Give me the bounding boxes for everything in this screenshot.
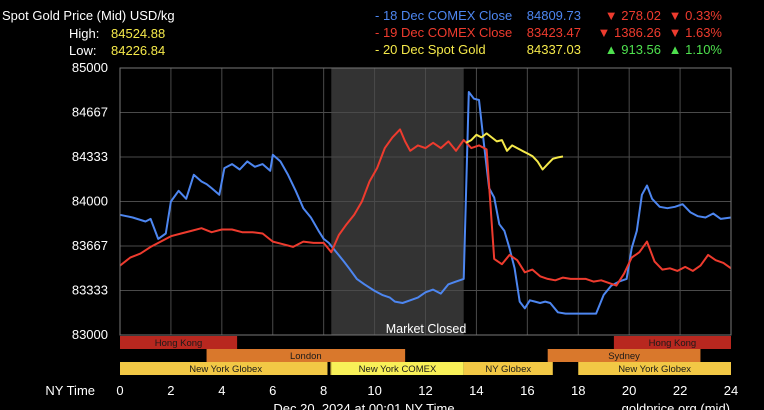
- legend-pct-18dec: ▼ 0.33%: [668, 8, 722, 23]
- legend-value-20dec: 84337.03: [526, 42, 581, 57]
- session-bar: New York Globex: [578, 362, 731, 375]
- series-line-1: [119, 91, 732, 315]
- legend-change-20dec: ▲ 913.56: [604, 42, 661, 57]
- chart-title: Spot Gold Price (Mid) USD/kg: [2, 8, 175, 23]
- session-bar: New York Globex: [120, 362, 332, 375]
- x-tick-label: 2: [167, 383, 174, 398]
- x-axis-title: NY Time: [45, 383, 95, 398]
- session-bar: Hong Kong: [120, 336, 238, 349]
- x-tick-label: 16: [520, 383, 534, 398]
- market-closed-label: Market Closed: [386, 322, 467, 336]
- session-bar-fill: [547, 349, 701, 362]
- x-tick-label: 6: [269, 383, 276, 398]
- x-tick-label: 4: [218, 383, 225, 398]
- x-tick-label: 24: [724, 383, 738, 398]
- legend-change-19dec: ▼ 1386.26: [597, 25, 661, 40]
- session-bar: Sydney: [547, 349, 701, 362]
- session-label: New York Globex: [618, 364, 691, 375]
- session-bar: New York COMEX: [331, 362, 464, 375]
- session-label: NY Globex: [485, 364, 531, 375]
- y-tick-label: 83667: [72, 238, 108, 253]
- legend-label-19dec: - 19 Dec COMEX Close: [375, 25, 513, 40]
- series-line-2: [119, 128, 732, 287]
- y-tick-label: 83000: [72, 327, 108, 342]
- x-tick-label: 8: [320, 383, 327, 398]
- session-bar-fill: [331, 362, 464, 375]
- session-bar: London: [206, 349, 406, 362]
- session-bar-fill: [120, 362, 332, 375]
- legend-value-18dec: 84809.73: [526, 8, 581, 23]
- plot-frame: [119, 67, 732, 336]
- x-tick-label: 20: [622, 383, 636, 398]
- legend-pct-20dec: ▲ 1.10%: [668, 42, 722, 57]
- x-tick-label: 12: [418, 383, 432, 398]
- x-tick-label: 14: [469, 383, 483, 398]
- session-bar: NY Globex: [463, 362, 553, 375]
- legend-label-20dec: - 20 Dec Spot Gold: [375, 42, 486, 57]
- session-bar-fill: [578, 362, 731, 375]
- session-bar-fill: [120, 336, 238, 349]
- session-bar-fill: [463, 362, 553, 375]
- x-tick-label: 0: [116, 383, 123, 398]
- session-bar: Hong Kong: [613, 336, 731, 349]
- footer-source: goldprice.org (mid): [622, 401, 730, 410]
- legend-label-18dec: - 18 Dec COMEX Close: [375, 8, 513, 23]
- high-value: 84524.88: [111, 26, 166, 41]
- series-line-3: [465, 132, 564, 171]
- y-tick-label: 85000: [72, 60, 108, 75]
- legend-pct-19dec: ▼ 1.63%: [668, 25, 722, 40]
- session-label: Hong Kong: [649, 338, 697, 349]
- x-tick-label: 22: [673, 383, 687, 398]
- y-tick-label: 84667: [72, 104, 108, 119]
- low-value: 84226.84: [111, 43, 166, 58]
- legend-change-18dec: ▼ 278.02: [604, 8, 661, 23]
- y-tick-label: 84000: [72, 194, 108, 209]
- session-gap: [327, 362, 331, 375]
- session-label: Hong Kong: [155, 338, 203, 349]
- low-label: Low:: [69, 43, 97, 58]
- y-tick-label: 83333: [72, 283, 108, 298]
- session-label: London: [290, 351, 322, 362]
- x-tick-label: 10: [367, 383, 381, 398]
- high-label: High:: [69, 26, 100, 41]
- session-bar-fill: [206, 349, 406, 362]
- session-bar-fill: [613, 336, 731, 349]
- session-label: New York Globex: [189, 364, 262, 375]
- footer-timestamp: Dec 20, 2024 at 00:01 NY Time: [273, 401, 454, 410]
- session-label: New York COMEX: [359, 364, 437, 375]
- y-tick-label: 84333: [72, 149, 108, 164]
- session-label: Sydney: [608, 351, 640, 362]
- x-tick-label: 18: [571, 383, 585, 398]
- legend-value-19dec: 83423.47: [526, 25, 581, 40]
